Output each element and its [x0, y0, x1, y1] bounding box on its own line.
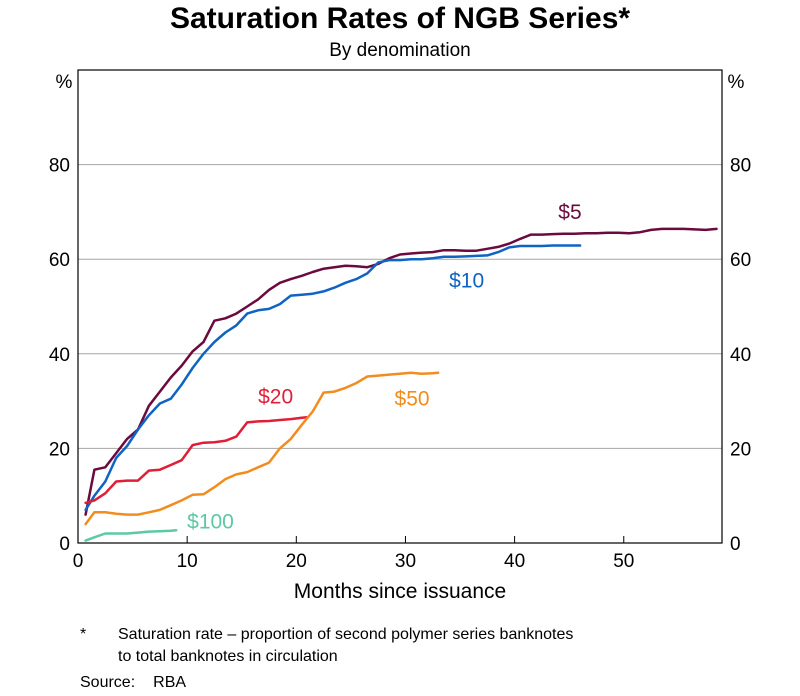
series-label-50: $50: [395, 388, 430, 411]
x-tick-0: 0: [73, 551, 84, 572]
y-tick-left-40: 40: [49, 345, 70, 366]
x-axis-label: Months since issuance: [294, 580, 506, 603]
footnote-mark: *: [80, 626, 87, 643]
footnote-line-2: to total banknotes in circulation: [118, 648, 338, 665]
x-tick-30: 30: [395, 551, 416, 572]
x-tick-10: 10: [177, 551, 198, 572]
y-tick-left-80: 80: [49, 156, 70, 177]
y-axis-unit-right: %: [728, 72, 745, 93]
source-label: Source:: [80, 674, 136, 691]
y-tick-right-80: 80: [730, 156, 751, 177]
source-note: Source: RBA: [80, 674, 186, 692]
source-value: RBA: [153, 674, 187, 691]
y-tick-left-0: 0: [59, 534, 70, 555]
y-tick-left-60: 60: [49, 250, 70, 271]
y-tick-right-20: 20: [730, 439, 751, 460]
footnote-line-1: Saturation rate – proportion of second p…: [118, 626, 574, 643]
series-line-100: [84, 528, 178, 542]
series-line-5: [84, 227, 718, 516]
series-label-100: $100: [187, 511, 234, 534]
series-line-50: [84, 371, 440, 526]
plot-frame: [77, 69, 723, 544]
chart-title: Saturation Rates of NGB Series*: [169, 2, 631, 35]
series-label-5: $5: [558, 201, 581, 224]
series-line-20: [84, 415, 309, 505]
series-label-20: $20: [258, 385, 293, 408]
x-tick-50: 50: [613, 551, 634, 572]
y-tick-left-20: 20: [49, 439, 70, 460]
chart-subtitle: By denomination: [329, 40, 471, 61]
y-tick-right-40: 40: [730, 345, 751, 366]
footnote-text: Saturation rate – proportion of second p…: [118, 624, 738, 668]
y-tick-right-0: 0: [730, 534, 741, 555]
series-label-10: $10: [449, 269, 484, 292]
x-tick-20: 20: [286, 551, 307, 572]
series-line-10: [84, 244, 582, 512]
y-tick-right-60: 60: [730, 250, 751, 271]
x-tick-40: 40: [504, 551, 525, 572]
y-axis-unit-left: %: [56, 72, 73, 93]
